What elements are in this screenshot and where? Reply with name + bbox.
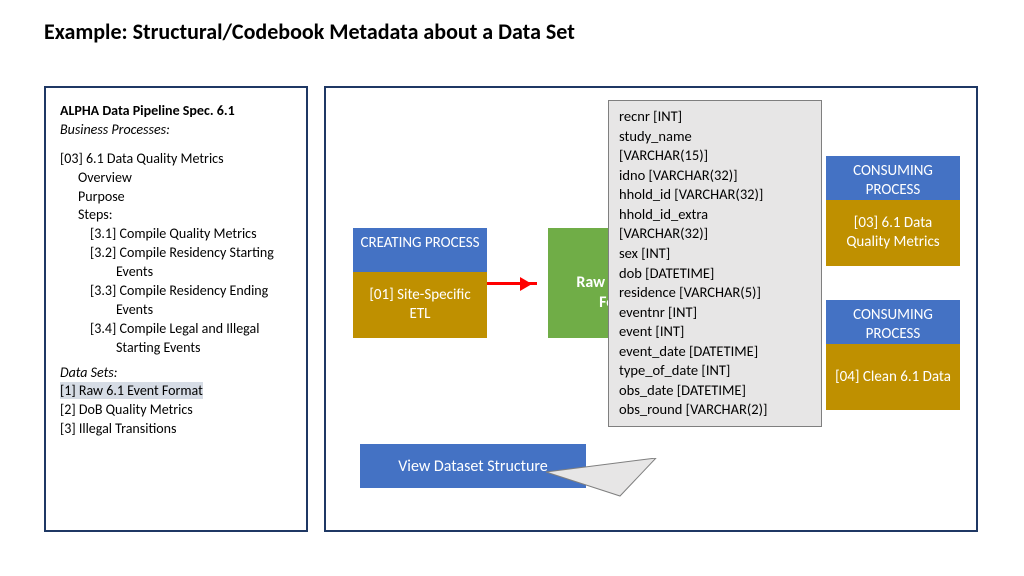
creating-process-header: CREATING PROCESS	[353, 228, 487, 272]
step-3-2-a: [3.2] Compile Residency Starting	[90, 244, 292, 263]
consuming-process-1-header: CONSUMING PROCESS	[826, 156, 960, 200]
step-3-4-b: Starting Events	[116, 339, 292, 358]
codebook-field-line: event [INT]	[619, 322, 811, 342]
overview-label: Overview	[78, 169, 292, 188]
codebook-callout: recnr [INT]study_name[VARCHAR(15)]idno […	[608, 100, 822, 427]
dataset-3: [3] Illegal Transitions	[60, 420, 292, 439]
codebook-field-line: event_date [DATETIME]	[619, 342, 811, 362]
spec-panel: ALPHA Data Pipeline Spec. 6.1 Business P…	[44, 86, 308, 532]
step-3-4-a: [3.4] Compile Legal and Illegal	[90, 320, 292, 339]
codebook-field-line: dob [DATETIME]	[619, 264, 811, 284]
business-processes-label: Business Processes:	[60, 121, 292, 140]
spec-title: ALPHA Data Pipeline Spec. 6.1	[60, 102, 292, 121]
datasets-label: Data Sets:	[60, 364, 292, 383]
codebook-field-line: obs_date [DATETIME]	[619, 381, 811, 401]
consuming-process-2-body: [04] Clean 6.1 Data	[826, 344, 960, 410]
step-3-2-b: Events	[116, 263, 292, 282]
codebook-field-line: [VARCHAR(32)]	[619, 224, 811, 244]
codebook-field-line: sex [INT]	[619, 244, 811, 264]
panels-container: ALPHA Data Pipeline Spec. 6.1 Business P…	[44, 86, 978, 532]
codebook-field-line: hhold_id_extra	[619, 205, 811, 225]
step-3-3-a: [3.3] Compile Residency Ending	[90, 282, 292, 301]
steps-label: Steps:	[78, 206, 292, 225]
codebook-field-line: type_of_date [INT]	[619, 361, 811, 381]
diagram-panel: CREATING PROCESS [01] Site-Specific ETL …	[324, 86, 978, 532]
purpose-label: Purpose	[78, 188, 292, 207]
codebook-field-line: hhold_id [VARCHAR(32)]	[619, 185, 811, 205]
page-title: Example: Structural/Codebook Metadata ab…	[44, 18, 575, 45]
step-3-3-b: Events	[116, 301, 292, 320]
step-3-1: [3.1] Compile Quality Metrics	[90, 225, 292, 244]
dataset-2: [2] DoB Quality Metrics	[60, 401, 292, 420]
callout-pointer	[546, 458, 666, 514]
codebook-field-line: study_name	[619, 127, 811, 147]
codebook-field-line: recnr [INT]	[619, 107, 811, 127]
consuming-process-1-body: [03] 6.1 Data Quality Metrics	[826, 200, 960, 266]
codebook-field-line: obs_round [VARCHAR(2)]	[619, 400, 811, 420]
dataset-1-highlighted[interactable]: [1] Raw 6.1 Event Format	[60, 382, 203, 399]
section-heading: [03] 6.1 Data Quality Metrics	[60, 150, 292, 169]
codebook-field-line: idno [VARCHAR(32)]	[619, 166, 811, 186]
arrow-creating-to-center	[487, 282, 537, 285]
codebook-field-line: eventnr [INT]	[619, 303, 811, 323]
consuming-process-2-header: CONSUMING PROCESS	[826, 300, 960, 344]
codebook-field-line: [VARCHAR(15)]	[619, 146, 811, 166]
codebook-field-line: residence [VARCHAR(5)]	[619, 283, 811, 303]
creating-process-body: [01] Site-Specific ETL	[353, 272, 487, 338]
